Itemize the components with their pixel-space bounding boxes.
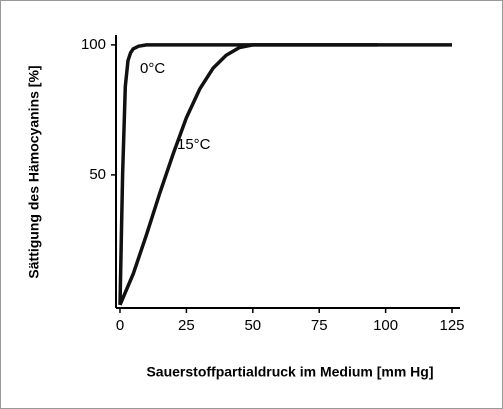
series-line <box>118 43 378 306</box>
series-label: 0°C <box>140 60 165 77</box>
x-tick-label: 50 <box>244 317 261 334</box>
x-tick-label: 25 <box>178 317 195 334</box>
x-axis-title: Sauerstoffpartialdruck im Medium [mm Hg] <box>146 364 433 380</box>
y-tick-label: 50 <box>89 166 106 183</box>
x-tick-label: 0 <box>116 317 124 334</box>
y-axis-title: Sättigung des Hämocyanins [%] <box>26 65 42 278</box>
series-label: 15°C <box>177 136 211 153</box>
x-tick-label: 75 <box>311 317 328 334</box>
y-tick-label: 100 <box>81 36 106 53</box>
series-line <box>118 43 452 305</box>
x-tick-label: 100 <box>373 317 398 334</box>
x-tick-label: 125 <box>440 317 465 334</box>
